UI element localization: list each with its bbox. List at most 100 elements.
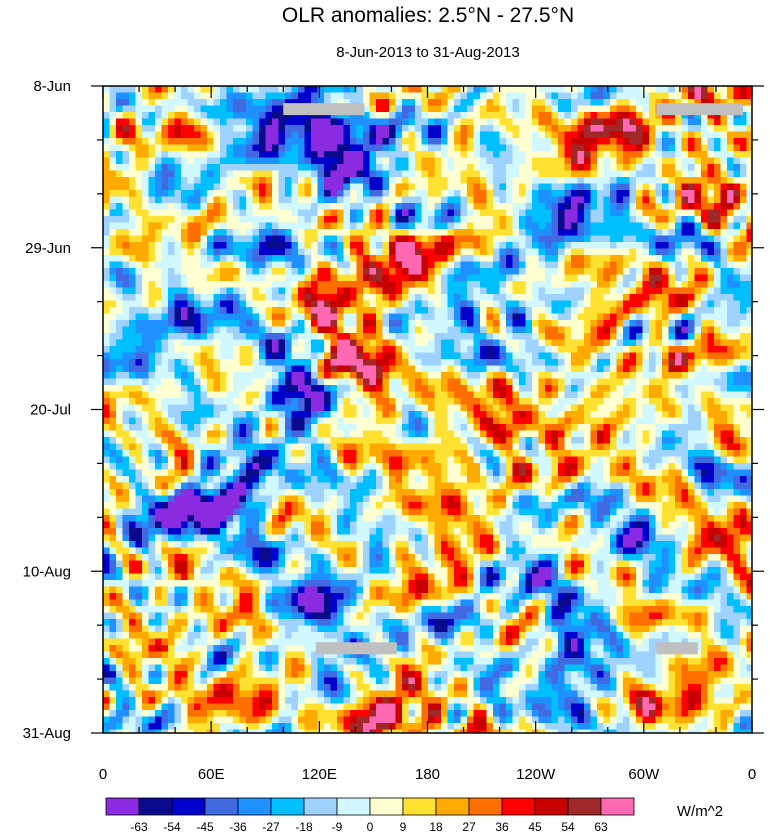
heatmap-cell	[506, 307, 514, 315]
heatmap-cell	[395, 125, 403, 133]
heatmap-cell	[122, 112, 130, 120]
heatmap-cell	[733, 294, 741, 302]
heatmap-cell	[616, 242, 624, 250]
heatmap-cell	[343, 313, 351, 321]
heatmap-cell	[694, 255, 702, 263]
heatmap-cell	[415, 320, 423, 328]
heatmap-cell	[330, 222, 338, 230]
heatmap-cell	[382, 203, 390, 211]
heatmap-cell	[668, 346, 676, 354]
heatmap-cell	[369, 404, 377, 412]
heatmap-cell	[226, 203, 234, 211]
heatmap-cell	[538, 229, 546, 237]
heatmap-cell	[610, 359, 618, 367]
heatmap-cell	[337, 203, 345, 211]
heatmap-cell	[194, 307, 202, 315]
heatmap-cell	[480, 99, 488, 107]
heatmap-cell	[610, 151, 618, 159]
heatmap-cell	[324, 157, 332, 165]
heatmap-cell	[213, 255, 221, 263]
heatmap-cell	[200, 235, 208, 243]
heatmap-cell	[558, 255, 566, 263]
heatmap-cell	[135, 372, 143, 380]
heatmap-cell	[746, 300, 752, 308]
heatmap-cell	[499, 242, 507, 250]
heatmap-cell	[597, 151, 605, 159]
heatmap-cell	[278, 157, 286, 165]
heatmap-cell	[155, 307, 163, 315]
heatmap-cell	[109, 229, 117, 237]
heatmap-cell	[623, 229, 631, 237]
heatmap-cell	[681, 333, 689, 341]
heatmap-cell	[252, 326, 260, 334]
heatmap-cell	[538, 300, 546, 308]
heatmap-cell	[610, 209, 618, 217]
heatmap-cell	[434, 404, 442, 412]
heatmap-cell	[532, 151, 540, 159]
heatmap-cell	[135, 196, 143, 204]
heatmap-cell	[688, 92, 696, 100]
heatmap-cell	[629, 274, 637, 282]
heatmap-cell	[200, 404, 208, 412]
heatmap-cell	[675, 235, 683, 243]
heatmap-cell	[616, 203, 624, 211]
heatmap-cell	[642, 151, 650, 159]
heatmap-cell	[356, 320, 364, 328]
heatmap-cell	[168, 365, 176, 373]
heatmap-cell	[187, 216, 195, 224]
heatmap-cell	[142, 378, 150, 386]
heatmap-cell	[402, 118, 410, 126]
heatmap-cell	[577, 333, 585, 341]
heatmap-cell	[142, 92, 150, 100]
heatmap-cell	[688, 300, 696, 308]
heatmap-cell	[571, 190, 579, 198]
heatmap-cell	[415, 196, 423, 204]
heatmap-cell	[675, 300, 683, 308]
heatmap-cell	[278, 222, 286, 230]
heatmap-cell	[155, 404, 163, 412]
heatmap-cell	[486, 281, 494, 289]
heatmap-cell	[181, 229, 189, 237]
heatmap-cell	[116, 372, 124, 380]
heatmap-cell	[506, 359, 514, 367]
heatmap-cell	[564, 112, 572, 120]
heatmap-cell	[369, 261, 377, 269]
heatmap-cell	[207, 203, 215, 211]
heatmap-cell	[116, 170, 124, 178]
heatmap-cell	[460, 183, 468, 191]
heatmap-cell	[610, 391, 618, 399]
heatmap-cell	[200, 157, 208, 165]
heatmap-cell	[168, 333, 176, 341]
heatmap-cell	[616, 92, 624, 100]
heatmap-cell	[623, 248, 631, 256]
heatmap-cell	[213, 359, 221, 367]
heatmap-cell	[324, 190, 332, 198]
heatmap-cell	[493, 378, 501, 386]
heatmap-cell	[681, 346, 689, 354]
heatmap-cell	[109, 339, 117, 347]
heatmap-cell	[285, 164, 293, 172]
heatmap-cell	[220, 287, 228, 295]
heatmap-cell	[194, 86, 202, 94]
heatmap-cell	[239, 372, 247, 380]
heatmap-cell	[148, 131, 156, 139]
heatmap-cell	[226, 118, 234, 126]
heatmap-cell	[688, 365, 696, 373]
heatmap-cell	[415, 326, 423, 334]
heatmap-cell	[532, 131, 540, 139]
heatmap-cell	[428, 151, 436, 159]
heatmap-cell	[714, 307, 722, 315]
heatmap-cell	[577, 326, 585, 334]
heatmap-cell	[408, 268, 416, 276]
heatmap-cell	[493, 326, 501, 334]
heatmap-cell	[616, 339, 624, 347]
heatmap-cell	[311, 372, 319, 380]
heatmap-cell	[324, 294, 332, 302]
heatmap-cell	[135, 112, 143, 120]
heatmap-cell	[103, 346, 111, 354]
heatmap-cell	[311, 151, 319, 159]
heatmap-cell	[434, 190, 442, 198]
heatmap-cell	[603, 86, 611, 94]
heatmap-cell	[454, 203, 462, 211]
heatmap-cell	[285, 398, 293, 406]
